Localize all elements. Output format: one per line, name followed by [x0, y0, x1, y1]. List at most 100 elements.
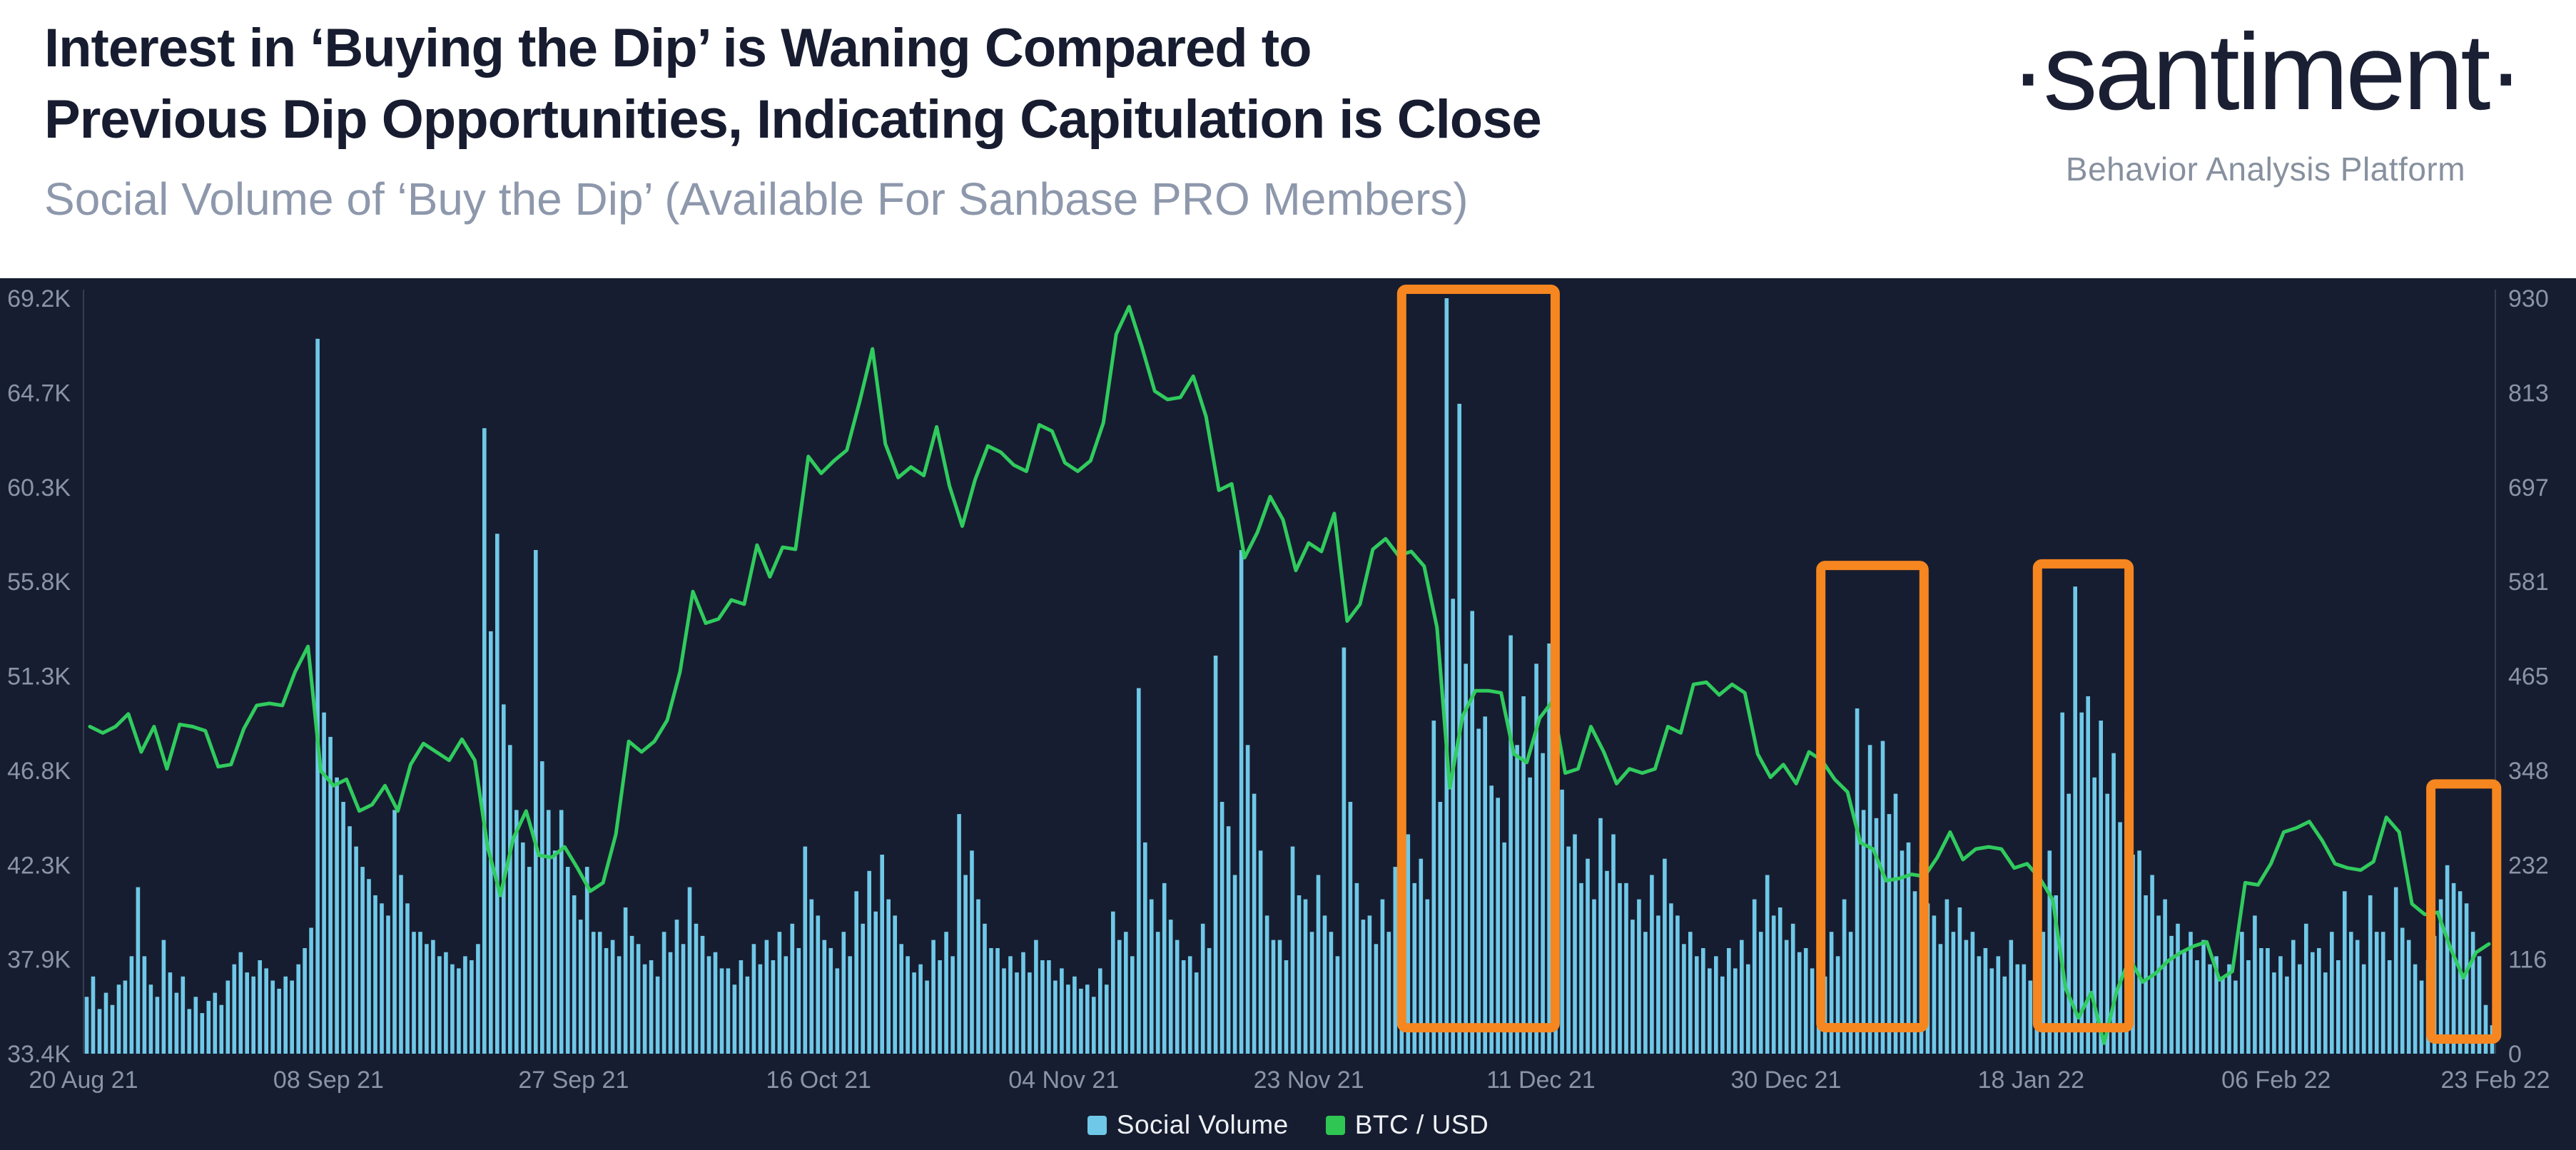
social-volume-bar: [2278, 956, 2283, 1054]
legend: Social Volume BTC / USD: [0, 1110, 2576, 1140]
social-volume-bar: [1797, 952, 1802, 1054]
social-volume-bar: [2060, 712, 2064, 1054]
social-volume-bar: [1855, 708, 1860, 1054]
social-volume-bar: [1316, 875, 1321, 1054]
social-volume-bar: [2400, 927, 2405, 1054]
social-volume-bar: [392, 810, 397, 1054]
y-axis-left-label: 60.3K: [7, 474, 71, 502]
social-volume-bar: [1393, 867, 1398, 1054]
social-volume-bar: [1438, 802, 1443, 1054]
y-axis-left-label: 42.3K: [7, 852, 71, 879]
social-volume-bar: [1277, 940, 1282, 1054]
social-volume-bar: [1573, 834, 1577, 1054]
social-volume-bar: [1143, 842, 1147, 1054]
y-axis-left-label: 51.3K: [7, 663, 71, 691]
social-volume-bar: [123, 980, 128, 1054]
social-volume-bar: [700, 935, 705, 1054]
social-volume-bar: [380, 903, 384, 1054]
social-volume-bar: [1784, 940, 1789, 1054]
social-volume-bar: [655, 976, 660, 1054]
social-volume-bar: [925, 980, 929, 1054]
social-volume-bar: [373, 895, 377, 1054]
x-axis-label: 16 Oct 21: [766, 1067, 871, 1094]
social-volume-bar: [1002, 968, 1006, 1054]
highlight-box: [2032, 559, 2134, 1033]
x-axis-label: 11 Dec 21: [1486, 1067, 1595, 1094]
social-volume-bar: [2323, 972, 2328, 1054]
social-volume-bar: [457, 968, 461, 1054]
social-volume-bar: [2374, 932, 2379, 1054]
social-volume-bar: [1451, 599, 1455, 1054]
social-volume-bar: [1605, 870, 1609, 1054]
social-volume-bar: [1271, 940, 1276, 1054]
social-volume-bar: [828, 948, 833, 1054]
social-volume-bar: [1111, 911, 1115, 1054]
social-volume-bar: [508, 745, 512, 1054]
social-volume-bar: [1329, 932, 1334, 1054]
social-volume-bar: [2304, 923, 2308, 1054]
social-volume-bar: [1290, 846, 1295, 1054]
social-volume-bar: [2118, 822, 2122, 1054]
santiment-logo: ·santiment·: [2009, 11, 2524, 133]
social-volume-bar: [405, 903, 410, 1054]
social-volume-bar: [2343, 891, 2347, 1054]
social-volume-bar: [1149, 899, 1154, 1054]
x-axis-label: 23 Nov 21: [1254, 1067, 1364, 1094]
social-volume-bar: [2233, 980, 2238, 1054]
social-volume-bar: [296, 964, 300, 1054]
social-volume-bar: [841, 932, 846, 1054]
social-volume-bar: [816, 915, 821, 1054]
social-volume-bar: [2259, 948, 2263, 1054]
social-volume-bar: [283, 976, 288, 1054]
social-volume-bar: [1663, 858, 1667, 1054]
social-volume-bar: [232, 964, 237, 1054]
social-volume-bar: [957, 814, 961, 1054]
social-volume-bar: [1406, 834, 1411, 1054]
social-volume-bar: [1695, 956, 1699, 1054]
social-volume-bar: [1444, 298, 1449, 1054]
social-volume-bar: [1740, 940, 1744, 1054]
social-volume-bar: [495, 534, 500, 1054]
social-volume-bar: [2266, 948, 2270, 1054]
social-volume-bar: [213, 992, 218, 1054]
social-volume-bar: [1675, 915, 1680, 1054]
social-volume-bar: [777, 932, 782, 1054]
social-volume-bar: [867, 870, 871, 1054]
social-volume-bar: [790, 923, 795, 1054]
social-volume-bar: [2092, 777, 2096, 1054]
social-volume-bar: [1957, 907, 1962, 1054]
social-volume-bar: [2253, 915, 2257, 1054]
social-volume-bar: [649, 960, 654, 1054]
social-volume-bar: [694, 923, 699, 1054]
social-volume-bar: [2368, 895, 2373, 1054]
social-volume-bar: [91, 976, 96, 1054]
social-volume-bar: [245, 972, 249, 1054]
social-volume-bar: [1079, 988, 1083, 1054]
social-volume-bar: [1367, 915, 1372, 1054]
social-volume-bar: [270, 980, 275, 1054]
social-volume-bar: [412, 932, 416, 1054]
social-volume-bar: [1162, 882, 1167, 1054]
social-volume-bar: [1464, 663, 1468, 1054]
social-volume-bar: [174, 992, 179, 1054]
social-volume-bar: [489, 631, 493, 1054]
social-volume-bar: [386, 915, 390, 1054]
social-volume-bar: [1008, 956, 1013, 1054]
social-volume-bar: [912, 972, 916, 1054]
social-volume-bar: [1021, 952, 1025, 1054]
social-volume-bar: [604, 948, 609, 1054]
social-volume-bar: [970, 850, 974, 1054]
social-volume-bar: [1547, 643, 1551, 1054]
social-volume-bar: [1521, 696, 1526, 1054]
social-volume-bar: [1124, 932, 1128, 1054]
y-axis-left-label: 64.7K: [7, 380, 71, 407]
social-volume-bar: [1778, 907, 1783, 1054]
social-volume-bar: [1425, 899, 1430, 1054]
social-volume-bar: [1335, 956, 1340, 1054]
social-volume-bar: [348, 826, 352, 1054]
social-volume-bar: [1303, 899, 1308, 1054]
social-volume-bar: [1944, 899, 1949, 1054]
social-volume-bar: [1560, 789, 1564, 1054]
social-volume-bar: [1508, 635, 1513, 1054]
social-volume-bar: [1348, 802, 1353, 1054]
